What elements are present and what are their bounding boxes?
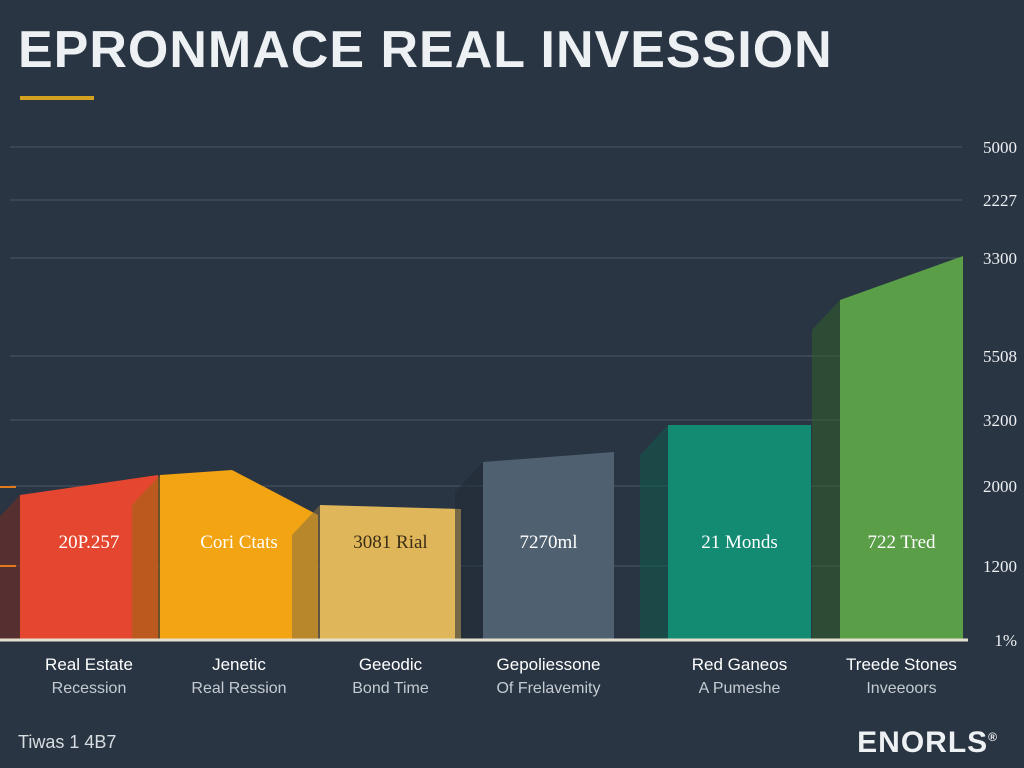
x-tick-sublabel: A Pumeshe <box>699 680 781 697</box>
x-tick-sublabel: Recession <box>52 680 127 697</box>
bar-shade <box>0 495 20 640</box>
x-tick-label: Geeodic <box>359 655 423 674</box>
title-accent-rule <box>20 96 94 100</box>
bar-label: Cori Ctats <box>200 532 278 553</box>
x-tick-sublabel: Inveeoors <box>866 680 936 697</box>
x-tick-label: Treede Stones <box>846 655 957 674</box>
bar-label: 3081 Rial <box>353 532 427 553</box>
x-tick-label: Jenetic <box>212 655 266 674</box>
bar <box>320 505 461 640</box>
y-tick-label: 3300 <box>983 249 1017 268</box>
bar-shade <box>132 475 160 640</box>
brand-name: ENORLS <box>857 726 989 759</box>
bar <box>20 475 158 640</box>
x-tick-label: Gepoliessone <box>497 655 601 674</box>
x-tick-sublabel: Real Ression <box>191 680 286 697</box>
bar-label: 7270ml <box>519 532 577 553</box>
x-tick-label: Real Estate <box>45 655 133 674</box>
bar-shade <box>640 425 668 640</box>
bar <box>483 452 614 640</box>
y-tick-label: 1200 <box>983 557 1017 576</box>
bar-shade <box>812 300 840 640</box>
chart-title: EPRONMACE REAL INVESSION <box>18 21 833 79</box>
y-tick-label: 2227 <box>983 191 1018 210</box>
y-tick-label: 2000 <box>983 477 1017 496</box>
y-tick-label: 1% <box>994 631 1017 650</box>
y-tick-label: 3200 <box>983 411 1017 430</box>
x-tick-label: Red Ganeos <box>692 655 787 674</box>
bar <box>668 425 811 640</box>
x-tick-sublabel: Of Frelavemity <box>496 680 600 697</box>
bar-label: 20P.257 <box>59 532 120 553</box>
footer-note: Tiwas 1 4B7 <box>18 732 117 752</box>
x-tick-sublabel: Bond Time <box>352 680 429 697</box>
brand-logo: ENORLS® <box>857 726 998 760</box>
brand-mark: ® <box>988 730 998 744</box>
bar <box>160 470 318 640</box>
bar <box>840 256 963 640</box>
bar-shade <box>455 462 483 640</box>
y-tick-label: 5000 <box>983 138 1017 157</box>
bar-label: 21 Monds <box>701 532 778 553</box>
bar-label: 722 Tred <box>867 532 936 553</box>
y-tick-label: 5508 <box>983 347 1017 366</box>
bar-shade <box>292 505 320 640</box>
